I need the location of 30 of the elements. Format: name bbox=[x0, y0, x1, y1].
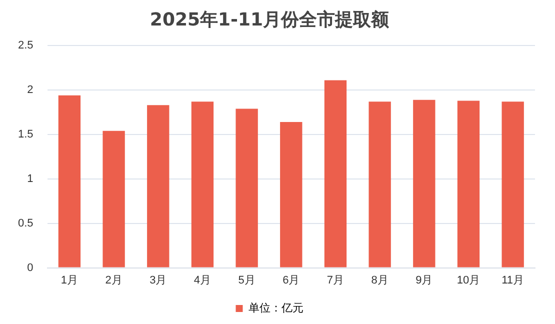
x-tick-label: 2月 bbox=[105, 274, 122, 286]
bar bbox=[457, 100, 480, 268]
y-tick-label: 2 bbox=[27, 84, 34, 96]
chart-title: 2025年1-11月份全市提取额 bbox=[150, 9, 390, 30]
bar bbox=[147, 105, 170, 268]
bar bbox=[368, 102, 391, 268]
bar bbox=[324, 80, 347, 268]
bar bbox=[502, 102, 524, 268]
y-tick-label: 2.5 bbox=[18, 40, 34, 52]
bar bbox=[191, 102, 214, 268]
y-tick-label: 0.5 bbox=[18, 217, 34, 230]
bar bbox=[102, 130, 125, 268]
bar bbox=[236, 108, 258, 268]
x-tick-label: 7月 bbox=[326, 274, 344, 286]
y-tick-label: 1.5 bbox=[18, 128, 34, 141]
bar bbox=[413, 100, 436, 268]
x-tick-label: 4月 bbox=[194, 274, 212, 286]
y-tick-label: 1 bbox=[27, 172, 34, 185]
x-tick-label: 6月 bbox=[282, 274, 300, 286]
x-tick-label: 11月 bbox=[502, 274, 524, 286]
x-tick-label: 3月 bbox=[150, 274, 167, 286]
x-tick-label: 1月 bbox=[60, 274, 78, 286]
x-tick-label: 5月 bbox=[238, 274, 256, 286]
legend-label: 单位：亿元 bbox=[248, 301, 304, 314]
x-tick-label: 9月 bbox=[416, 274, 433, 286]
bar bbox=[58, 95, 81, 268]
bar bbox=[280, 122, 302, 268]
x-tick-label: 10月 bbox=[456, 274, 480, 286]
y-tick-label: 0 bbox=[27, 262, 34, 274]
x-tick-label: 8月 bbox=[371, 274, 388, 286]
